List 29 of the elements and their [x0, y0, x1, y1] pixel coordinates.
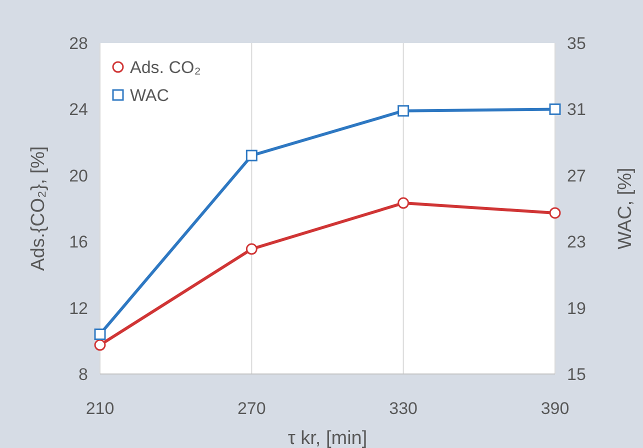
legend-label: Ads. CO₂ — [130, 58, 201, 77]
y-axis-title: Ads.{CO₂}, [%] — [28, 146, 49, 271]
y-tick-label: 28 — [69, 34, 88, 53]
x-axis-title: τ kr, [min] — [288, 428, 368, 448]
point — [94, 339, 106, 351]
point — [398, 105, 410, 117]
point — [549, 103, 561, 115]
y-tick-label: 12 — [69, 298, 88, 318]
point — [398, 197, 410, 209]
x-tick-label: 390 — [540, 399, 570, 418]
y-tick-label: 8 — [78, 364, 88, 384]
point — [549, 207, 561, 219]
y2-tick-label: 15 — [567, 364, 586, 384]
x-tick-label: 330 — [389, 399, 418, 418]
point — [246, 243, 258, 255]
legend-label: WAC — [130, 86, 170, 105]
point — [246, 150, 258, 162]
x-tick-label: 270 — [237, 399, 266, 418]
y2-tick-label: 23 — [567, 232, 586, 252]
y2-axis-title: WAC, [%] — [615, 168, 636, 250]
y2-tick-label: 27 — [567, 166, 586, 186]
y-tick-label: 24 — [69, 100, 88, 120]
x-tick-label: 210 — [86, 399, 114, 418]
point — [94, 328, 106, 340]
y2-tick-label: 19 — [567, 298, 586, 318]
y2-tick-label: 31 — [567, 100, 586, 120]
y2-tick-label: 35 — [567, 34, 586, 53]
y-tick-label: 20 — [69, 166, 88, 186]
y-tick-label: 16 — [69, 232, 88, 252]
